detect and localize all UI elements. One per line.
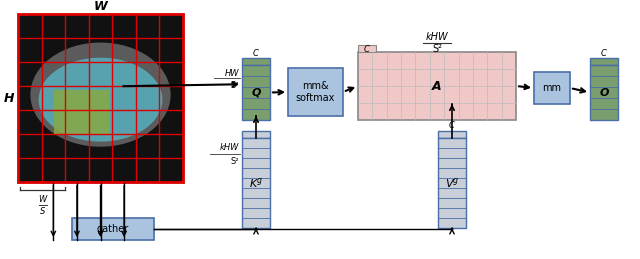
Bar bbox=[242, 65, 270, 120]
Text: V$^g$: V$^g$ bbox=[445, 176, 459, 190]
Bar bbox=[438, 131, 466, 138]
Text: S²: S² bbox=[230, 81, 239, 90]
Text: C: C bbox=[449, 121, 455, 131]
Text: S²: S² bbox=[432, 44, 442, 54]
Text: C: C bbox=[364, 45, 370, 54]
Bar bbox=[590, 58, 618, 65]
Bar bbox=[288, 68, 343, 116]
Bar bbox=[18, 14, 183, 182]
Text: W: W bbox=[93, 1, 108, 13]
Text: W: W bbox=[38, 196, 47, 205]
Text: mm: mm bbox=[543, 83, 561, 93]
Bar bbox=[242, 138, 270, 228]
Bar bbox=[242, 58, 270, 65]
Bar bbox=[358, 45, 376, 52]
Text: K$^g$: K$^g$ bbox=[249, 176, 263, 190]
Text: HW: HW bbox=[225, 68, 239, 77]
Text: C: C bbox=[601, 48, 607, 57]
Bar bbox=[438, 138, 466, 228]
Ellipse shape bbox=[38, 58, 163, 142]
Text: kHW: kHW bbox=[426, 32, 448, 42]
Bar bbox=[242, 131, 270, 138]
Text: S: S bbox=[40, 207, 45, 217]
Text: kHW: kHW bbox=[220, 143, 239, 153]
Text: C: C bbox=[253, 48, 259, 57]
Bar bbox=[358, 52, 516, 120]
Text: S²: S² bbox=[230, 157, 239, 167]
Text: A: A bbox=[432, 80, 442, 92]
Bar bbox=[54, 90, 109, 135]
Text: H: H bbox=[4, 91, 14, 104]
Text: gather: gather bbox=[97, 224, 129, 234]
Ellipse shape bbox=[30, 42, 171, 147]
Bar bbox=[72, 218, 154, 240]
Text: Q: Q bbox=[252, 88, 260, 97]
Bar bbox=[590, 65, 618, 120]
Text: O: O bbox=[599, 88, 609, 97]
Text: mm&
softmax: mm& softmax bbox=[296, 81, 335, 103]
Bar bbox=[534, 72, 570, 104]
